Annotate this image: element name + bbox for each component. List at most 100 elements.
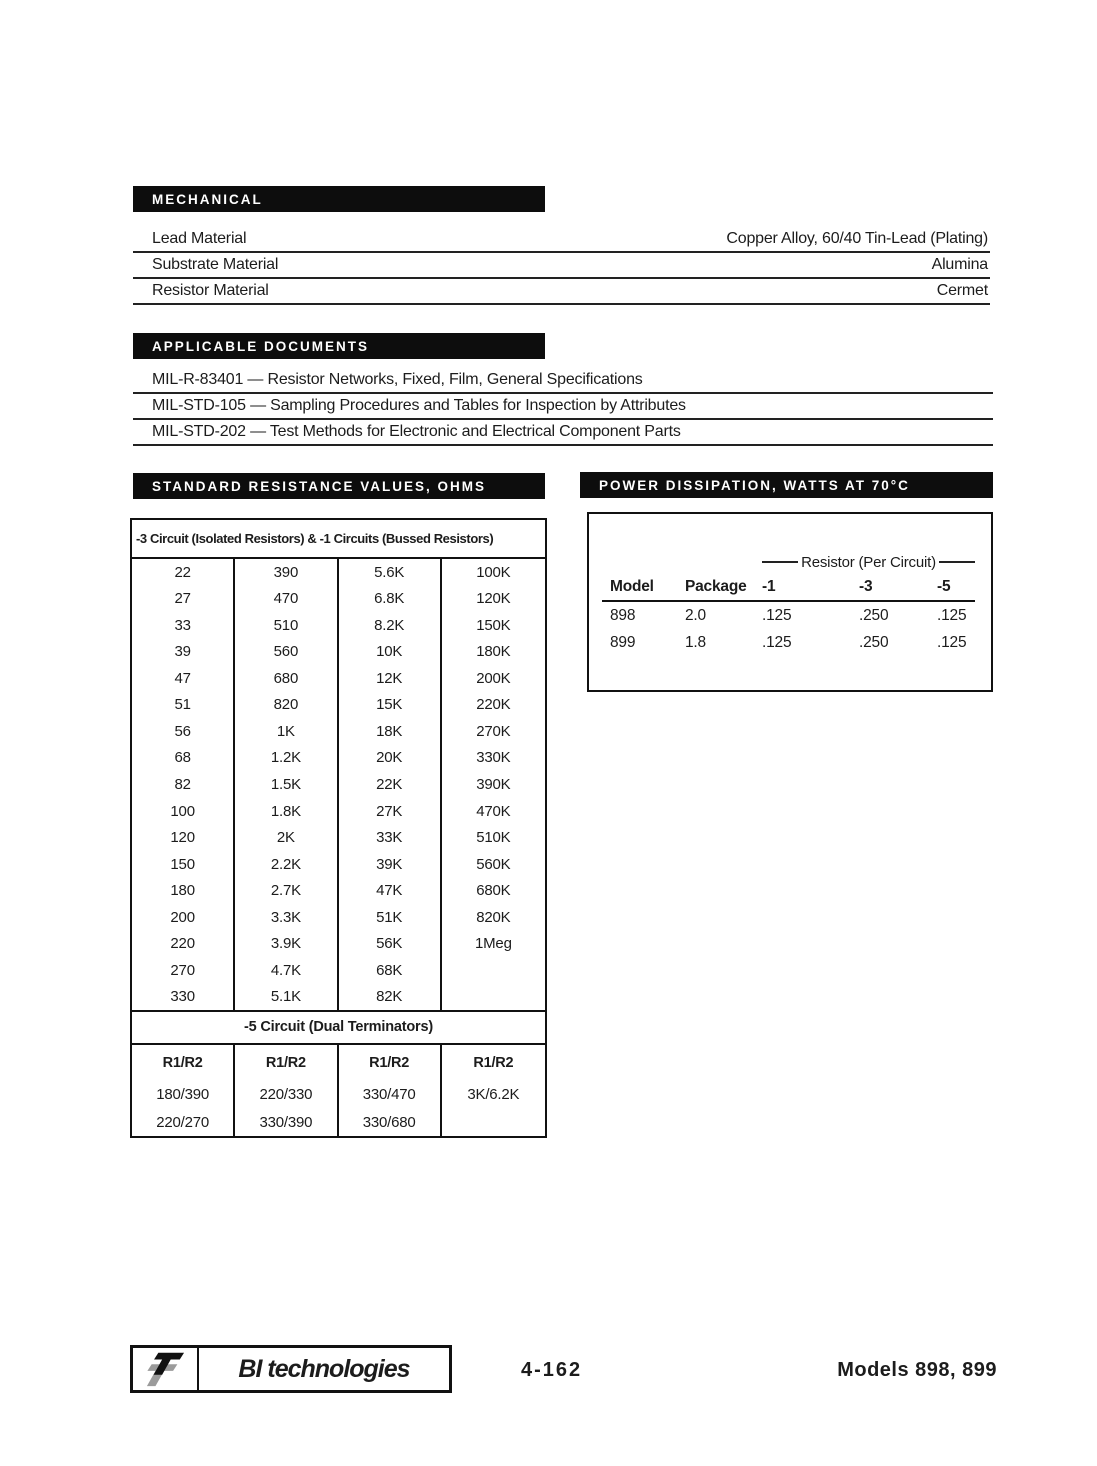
resistance-cell: 220 [132, 930, 236, 957]
power-dissipation-header-bar: POWER DISSIPATION, WATTS AT 70°C [580, 472, 993, 498]
document-item: MIL-STD-105 — Sampling Procedures and Ta… [133, 394, 993, 420]
resistance-cell: 5.6K [339, 559, 442, 586]
power-cell: .250 [859, 633, 889, 651]
resistance-cell: 150K [476, 616, 511, 634]
terminator-cell: 330/680 [339, 1108, 442, 1136]
resistance-cell: 3.9K [235, 930, 339, 957]
power-table-row-898: 898 2.0 .125 .250 .125 [602, 602, 975, 629]
dash-rule [762, 561, 799, 563]
resistor-per-circuit-row: Resistor (Per Circuit) [762, 550, 976, 574]
dual-terminator-grid: R1/R2 R1/R2 R1/R2 R1/R2 180/390 220/330 330/47… [132, 1045, 545, 1136]
terminator-cell: 330/390 [235, 1108, 339, 1136]
resistance-cell: 82K [339, 983, 442, 1010]
resistance-cell: 510K [476, 829, 511, 847]
spec-row-substrate-material: Substrate Material Alumina [133, 253, 990, 279]
resistance-grid: 22 390 5.6K 100K 27 470 6.8K 120K 33 510 8.2K 150K 3… [132, 559, 545, 1010]
page-number: 4-162 [521, 1359, 583, 1381]
resistance-cell: 470 [235, 585, 339, 613]
resistance-table: -3 Circuit (Isolated Resistors) & -1 Cir… [130, 518, 547, 1138]
resistance-cell [442, 957, 545, 984]
terminator-cell: 330/470 [339, 1081, 442, 1108]
resistance-cell: 1Meg [475, 935, 512, 953]
document-item: MIL-STD-202 — Test Methods for Electroni… [133, 420, 993, 446]
resistance-cell: 560K [476, 855, 511, 873]
resistance-table-header: -3 Circuit (Isolated Resistors) & -1 Cir… [132, 520, 545, 559]
resistance-cell: 8.2K [339, 612, 442, 639]
terminator-cell: 220/270 [132, 1108, 236, 1136]
power-col-header-5: -5 [937, 578, 951, 595]
dual-terminator-header: -5 Circuit (Dual Terminators) [132, 1010, 545, 1045]
logo-tt-icon [133, 1348, 199, 1390]
models-label: Models 898, 899 [837, 1359, 997, 1381]
resistance-cell: 820K [476, 908, 511, 926]
resistance-cell [442, 983, 545, 1010]
terminator-cell: 3K/6.2K [467, 1086, 520, 1103]
mechanical-spec-table: Lead Material Copper Alloy, 60/40 Tin-Le… [133, 227, 990, 305]
resistance-cell: 5.1K [235, 983, 339, 1010]
power-table-row-899: 899 1.8 .125 .250 .125 [602, 629, 975, 656]
resistance-cell: 390 [235, 559, 339, 586]
resistance-cell: 330 [132, 983, 236, 1010]
resistance-cell: 680K [476, 882, 511, 900]
power-cell: 899 [610, 633, 636, 651]
power-cell: .125 [762, 606, 792, 624]
spec-row-resistor-material: Resistor Material Cermet [133, 279, 990, 305]
resistance-cell: 56 [132, 718, 236, 745]
resistance-cell: 22 [132, 559, 236, 586]
power-cell: .125 [937, 633, 967, 651]
resistance-cell: 3.3K [235, 903, 339, 931]
resistance-cell: 33K [339, 824, 442, 851]
resistance-cell: 150 [132, 850, 236, 878]
resistance-cell: 22K [339, 771, 442, 798]
resistance-cell: 18K [339, 718, 442, 745]
resistance-cell: 2K [235, 824, 339, 851]
terminator-cell: R1/R2 [235, 1045, 339, 1081]
resistance-cell: 470K [476, 802, 511, 820]
resistance-cell: 2.7K [235, 877, 339, 904]
resistance-cell: 200 [132, 903, 236, 931]
power-cell: 1.8 [685, 633, 706, 651]
resistance-cell: 33 [132, 612, 236, 639]
resistance-cell: 68 [132, 744, 236, 772]
resistance-cell: 1.2K [235, 744, 339, 772]
resistance-cell: 820 [235, 691, 339, 719]
power-cell: 2.0 [685, 606, 706, 624]
spec-value: Copper Alloy, 60/40 Tin-Lead (Plating) [726, 230, 988, 247]
resistor-per-circuit-label: Resistor (Per Circuit) [801, 553, 936, 571]
resistance-cell: 510 [235, 612, 339, 639]
mechanical-header-bar: MECHANICAL [133, 186, 545, 212]
spec-label: Lead Material [152, 230, 247, 247]
resistance-cell: 20K [339, 744, 442, 772]
brand-wordmark: BI technologies [238, 1354, 410, 1383]
resistance-cell: 330K [476, 749, 511, 767]
power-col-header-1: -1 [762, 578, 776, 595]
resistance-cell: 4.7K [235, 956, 339, 984]
resistance-cell: 39 [132, 638, 236, 666]
power-cell: 898 [610, 606, 636, 624]
power-col-header-model: Model [610, 578, 654, 595]
power-cell: .125 [937, 606, 967, 624]
resistance-cell: 6.8K [339, 585, 442, 613]
resistance-cell: 1K [235, 718, 339, 745]
terminator-cell: R1/R2 [339, 1045, 442, 1081]
resistance-cell: 220K [476, 696, 511, 714]
power-col-header-package: Package [685, 578, 747, 595]
resistance-values-header-bar: STANDARD RESISTANCE VALUES, OHMS [133, 473, 545, 499]
resistance-cell: 120K [476, 590, 511, 608]
document-item: MIL-R-83401 — Resistor Networks, Fixed, … [133, 368, 993, 394]
terminator-cell: 180/390 [132, 1081, 236, 1108]
resistance-cell: 27K [339, 797, 442, 825]
power-col-header-3: -3 [859, 578, 873, 595]
resistance-cell: 27 [132, 585, 236, 613]
spec-label: Resistor Material [152, 282, 269, 299]
applicable-documents-list: MIL-R-83401 — Resistor Networks, Fixed, … [133, 368, 993, 446]
resistance-cell: 51K [339, 903, 442, 931]
power-table-header-row: Model Package -1 -3 -5 [602, 574, 975, 602]
resistance-cell: 680 [235, 665, 339, 692]
resistance-cell: 51 [132, 691, 236, 719]
resistance-cell: 1.8K [235, 797, 339, 825]
applicable-documents-header-bar: APPLICABLE DOCUMENTS [133, 333, 545, 359]
footer-logo: BI technologies [130, 1345, 452, 1393]
resistance-cell: 68K [339, 956, 442, 984]
